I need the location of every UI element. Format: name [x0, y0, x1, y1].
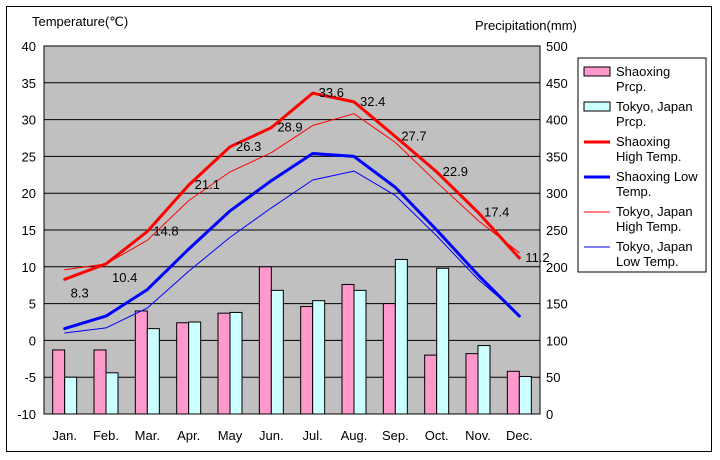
legend-label: Tokyo, Japan Low Temp.: [616, 239, 693, 269]
left-tick-label: 0: [29, 333, 36, 348]
left-axis-title: Temperature(℃): [32, 14, 128, 29]
left-tick-label: 15: [22, 223, 36, 238]
legend-label: Shaoxing Low Temp.: [616, 169, 698, 199]
bar-tokyo-prcp: [394, 258, 408, 415]
right-tick-label: 100: [546, 333, 568, 348]
left-tick-label: -10: [17, 407, 36, 422]
legend-swatch: [583, 66, 611, 77]
bar-shaoxing-prcp: [93, 349, 107, 415]
temperature-lines: [63, 91, 521, 334]
legend: Shaoxing Prcp. Tokyo, Japan Prcp. Shaoxing Hi…: [577, 57, 707, 273]
x-tick-label: Mar.: [135, 428, 160, 443]
precipitation-bars: [52, 258, 532, 415]
bar-shaoxing-prcp: [424, 354, 438, 415]
bar-shaoxing-prcp: [134, 310, 148, 415]
data-label: 21.1: [195, 177, 220, 192]
right-tick-label: 0: [546, 407, 553, 422]
right-tick-label: 450: [546, 76, 568, 91]
right-tick-label: 500: [546, 39, 568, 54]
data-labels: 8.3 10.4 14.8 21.1 26.3 28.9 33.6 32.4 27.7 22.9 1…: [71, 85, 550, 300]
bar-tokyo-prcp: [270, 289, 284, 415]
x-tick-label: Dec.: [506, 428, 533, 443]
x-tick-label: Sep.: [382, 428, 409, 443]
left-tick-label: 10: [22, 260, 36, 275]
bar-tokyo-prcp: [477, 345, 491, 415]
data-label: 8.3: [71, 285, 89, 300]
x-tick-label: Jul.: [303, 428, 323, 443]
right-axis-title: Precipitation(mm): [475, 18, 577, 33]
bar-tokyo-prcp: [436, 267, 450, 415]
series-line: [64, 170, 520, 334]
bar-tokyo-prcp: [312, 300, 326, 415]
bar-shaoxing-prcp: [217, 312, 231, 415]
x-tick-label: Oct.: [425, 428, 449, 443]
x-tick-label: Nov.: [465, 428, 491, 443]
bar-shaoxing-prcp: [258, 266, 272, 415]
data-label: 17.4: [484, 204, 509, 219]
right-tick-label: 250: [546, 223, 568, 238]
left-tick-label: 5: [29, 297, 36, 312]
right-tick-label: 350: [546, 149, 568, 164]
x-tick-label: Jan.: [52, 428, 77, 443]
bar-tokyo-prcp: [64, 376, 78, 415]
series-line: [63, 152, 521, 331]
bar-tokyo-prcp: [188, 321, 202, 415]
x-tick-label: Feb.: [93, 428, 119, 443]
left-tick-label: 30: [22, 113, 36, 128]
legend-label: Tokyo, Japan High Temp.: [616, 204, 693, 234]
data-label: 14.8: [153, 223, 178, 238]
legend-swatch: [583, 101, 611, 112]
data-label: 11.2: [525, 250, 549, 265]
legend-label: Shaoxing Prcp.: [616, 64, 670, 94]
bar-tokyo-prcp: [353, 289, 367, 415]
bar-tokyo-prcp: [518, 375, 532, 415]
legend-box: [577, 57, 707, 273]
data-label: 26.3: [236, 139, 261, 154]
bar-tokyo-prcp: [229, 311, 243, 415]
x-tick-label: Apr.: [177, 428, 200, 443]
legend-label: Tokyo, Japan Prcp.: [616, 99, 693, 129]
left-tick-label: 35: [22, 76, 36, 91]
legend-label: Shaoxing High Temp.: [616, 134, 682, 164]
bar-shaoxing-prcp: [506, 370, 520, 415]
right-tick-label: 200: [546, 260, 568, 275]
x-tick-label: May: [218, 428, 243, 443]
bar-tokyo-prcp: [105, 372, 119, 415]
data-label: 32.4: [360, 94, 385, 109]
data-label: 27.7: [401, 129, 426, 144]
x-tick-label: Aug.: [341, 428, 368, 443]
bar-shaoxing-prcp: [341, 283, 355, 415]
right-tick-label: 400: [546, 113, 568, 128]
right-tick-label: 150: [546, 297, 568, 312]
right-tick-label: 300: [546, 186, 568, 201]
left-tick-label: 40: [22, 39, 36, 54]
bar-shaoxing-prcp: [382, 303, 396, 415]
data-label: 10.4: [112, 270, 137, 285]
bar-shaoxing-prcp: [52, 349, 66, 415]
series-line: [64, 113, 520, 271]
x-axis-ticks: Jan. Feb. Mar. Apr. May Jun. Jul. Aug. Sep. Oct. N…: [52, 428, 532, 443]
series-line: [63, 91, 521, 281]
left-tick-label: -5: [24, 370, 36, 385]
right-tick-label: 50: [546, 370, 560, 385]
left-tick-label: 25: [22, 149, 36, 164]
bar-shaoxing-prcp: [300, 306, 314, 415]
left-tick-label: 20: [22, 186, 36, 201]
data-label: 22.9: [443, 164, 468, 179]
left-axis-ticks: 40 35 30 25 20 15 10 5 0 -5 -10: [17, 39, 36, 422]
bar-shaoxing-prcp: [176, 322, 190, 415]
bar-shaoxing-prcp: [465, 353, 479, 415]
bar-tokyo-prcp: [146, 328, 160, 415]
data-label: 33.6: [319, 85, 344, 100]
data-label: 28.9: [277, 120, 302, 135]
x-tick-label: Jun.: [259, 428, 284, 443]
